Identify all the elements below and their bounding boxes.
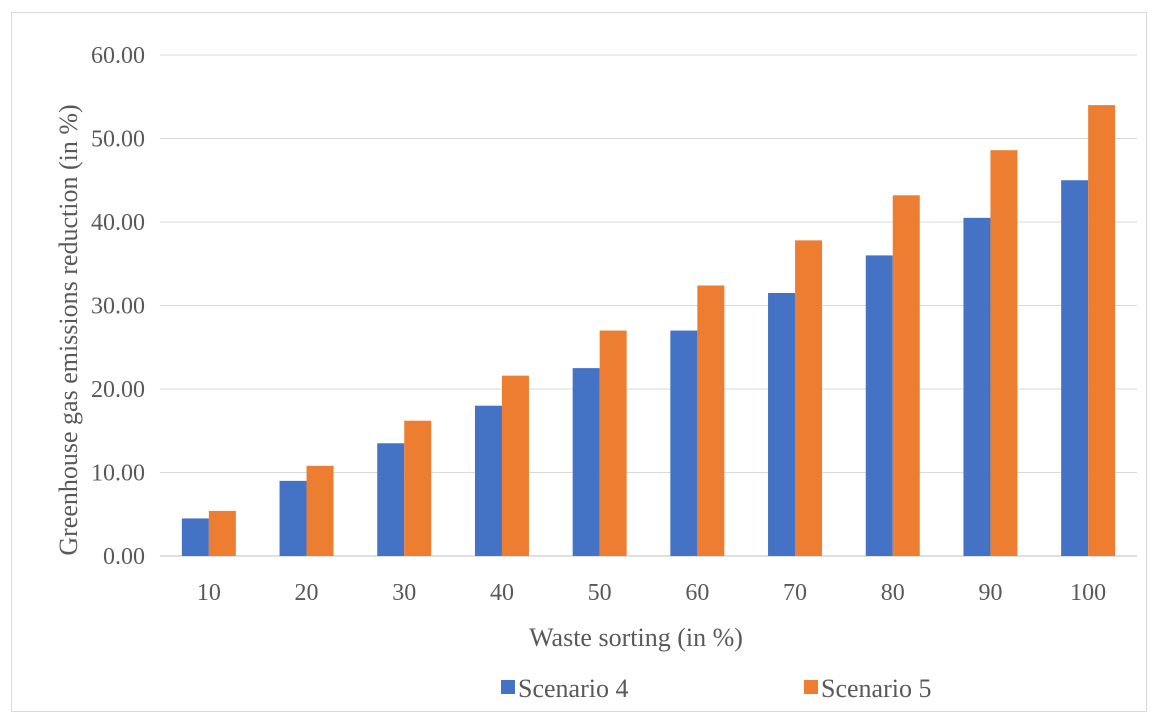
y-tick-label: 0.00: [103, 544, 145, 570]
bar-scenario-4-10: [181, 518, 209, 556]
bar-scenario-5-70: [795, 240, 823, 556]
bar-scenario-4-70: [768, 292, 796, 556]
x-tick-label: 40: [490, 580, 514, 606]
legend-swatch-scenario-4: [501, 680, 515, 694]
bar-scenario-5-20: [306, 465, 334, 556]
y-tick-label: 60.00: [91, 43, 145, 69]
x-axis-title: Waste sorting (in %): [529, 623, 743, 652]
x-tick-label: 90: [978, 580, 1002, 606]
bar-scenario-4-100: [1061, 180, 1089, 556]
x-tick-label: 20: [295, 580, 319, 606]
legend-label-scenario-5: Scenario 5: [821, 674, 931, 703]
y-tick-label: 40.00: [91, 210, 145, 236]
bar-scenario-4-40: [474, 405, 502, 556]
y-tick-label: 50.00: [91, 127, 145, 153]
x-tick-labels: 10 20 30 40 50 60 70 80 90 100: [197, 580, 1106, 606]
bar-scenario-5-30: [404, 420, 432, 556]
y-tick-label: 10.00: [91, 461, 145, 487]
bar-scenario-4-90: [963, 217, 991, 556]
bar-scenario-4-30: [377, 443, 405, 556]
chart-frame: [11, 12, 1147, 712]
bars: [181, 105, 1116, 556]
y-tick-label: 20.00: [91, 377, 145, 403]
bar-scenario-5-100: [1088, 105, 1116, 556]
bar-scenario-4-80: [865, 255, 893, 556]
x-tick-label: 10: [197, 580, 221, 606]
y-tick-label: 30.00: [91, 294, 145, 320]
legend-swatch-scenario-5: [804, 680, 818, 694]
y-tick-labels: 0.00 10.00 20.00 30.00 40.00 50.00 60.00: [91, 43, 145, 570]
x-tick-label: 60: [685, 580, 709, 606]
bar-scenario-5-10: [208, 510, 236, 556]
bar-scenario-4-50: [572, 368, 600, 556]
y-axis-title: Greenhouse gas emissions reduction (in %…: [54, 104, 83, 555]
x-tick-label: 70: [783, 580, 807, 606]
x-tick-label: 30: [392, 580, 416, 606]
bar-scenario-5-40: [501, 375, 529, 556]
legend-label-scenario-4: Scenario 4: [518, 674, 628, 703]
bar-scenario-5-50: [599, 330, 627, 556]
x-tick-label: 50: [588, 580, 612, 606]
bar-scenario-5-90: [990, 150, 1018, 556]
bar-scenario-4-60: [670, 330, 698, 556]
bar-scenario-5-80: [892, 195, 920, 556]
bar-scenario-4-20: [279, 480, 307, 556]
bar-scenario-5-60: [697, 285, 725, 556]
legend: Scenario 4 Scenario 5: [501, 674, 931, 703]
x-tick-label: 80: [881, 580, 905, 606]
x-tick-label: 100: [1070, 580, 1106, 606]
